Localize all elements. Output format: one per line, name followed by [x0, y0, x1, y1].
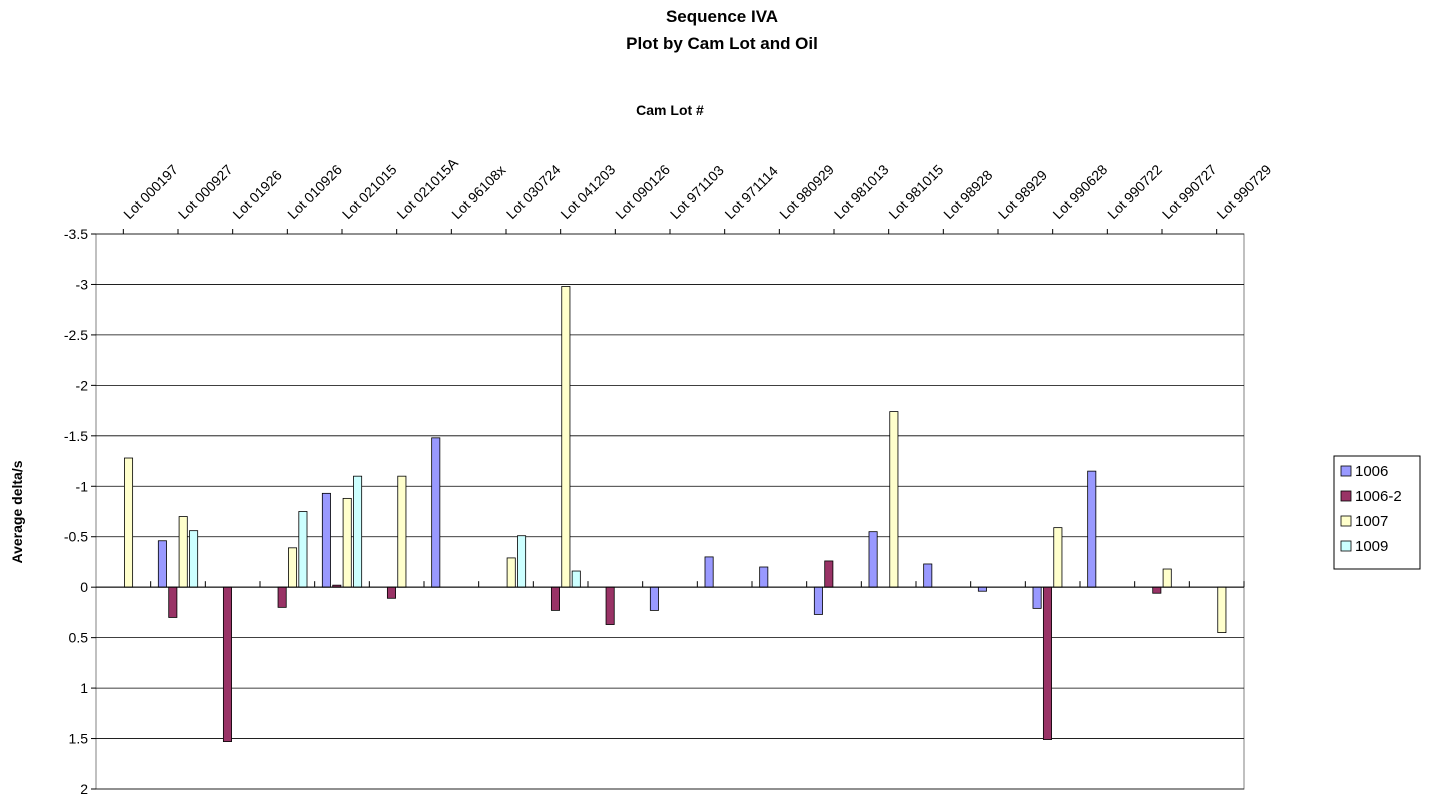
plot-area: [95, 233, 1245, 790]
bar-1009: [189, 530, 199, 588]
legend-swatch: [1340, 515, 1352, 527]
legend-entry: 1009: [1355, 538, 1388, 555]
y-tick-label: 0: [80, 579, 88, 595]
x-category-label: Lot 090126: [612, 161, 673, 222]
bar-1009: [571, 570, 581, 588]
bar-1007: [1162, 568, 1172, 588]
y-tick-label: 0.5: [69, 630, 89, 646]
bar-1007: [506, 557, 516, 588]
bar-1006: [759, 566, 769, 588]
bar-1006-2: [824, 560, 834, 588]
x-category-label: Lot 010926: [284, 161, 345, 222]
bar-1009: [353, 475, 363, 588]
bar-1006: [923, 563, 933, 588]
x-axis-title: Cam Lot #: [636, 102, 704, 118]
bar-1007: [124, 457, 134, 588]
x-category-label: Lot 990628: [1049, 161, 1110, 222]
bar-1006-2: [222, 586, 232, 742]
bar-1006: [977, 586, 987, 592]
x-category-label: Lot 000927: [175, 161, 236, 222]
x-category-label: Lot 971114: [721, 163, 781, 223]
bar-1006-2: [1042, 586, 1052, 740]
bar-1007: [178, 516, 188, 588]
bar-1007: [397, 475, 407, 588]
y-tick-label: -3.5: [64, 226, 88, 242]
bar-1006: [1032, 586, 1042, 609]
legend-entry: 1006-2: [1355, 488, 1402, 505]
bar-1006: [157, 540, 167, 588]
bar-1006-2: [277, 586, 287, 608]
gridlines: [96, 233, 1244, 790]
x-category-label: Lot 980929: [776, 161, 837, 222]
bar-1006: [321, 492, 331, 588]
legend-entry: 1006: [1355, 463, 1388, 480]
bar-1006: [813, 586, 823, 615]
bar-1009: [517, 535, 527, 588]
x-category-label: Lot 990727: [1159, 161, 1220, 222]
y-tick-label: 2: [80, 781, 88, 797]
legend-swatch: [1340, 465, 1352, 477]
x-category-label: Lot 96108x: [448, 162, 508, 222]
bars: [124, 286, 1227, 742]
y-axis-title: Average delta/s: [9, 460, 25, 563]
x-category-label: Lot 98929: [995, 167, 1051, 223]
legend-swatch: [1340, 540, 1352, 552]
bar-1006: [431, 437, 441, 588]
x-category-label: Lot 01926: [229, 167, 285, 223]
bar-1007: [1053, 527, 1063, 588]
bar-1006: [1087, 470, 1097, 588]
y-tick-label: -3: [76, 276, 89, 292]
y-tick-label: -1: [76, 478, 89, 494]
x-category-label: Lot 990722: [1104, 161, 1165, 222]
bar-1007: [1217, 586, 1227, 633]
bar-1006: [704, 556, 714, 588]
bar-1007: [561, 286, 571, 588]
chart-title: Sequence IVA: [666, 7, 778, 26]
x-category-label: Lot 981015: [885, 161, 946, 222]
bar-1007: [342, 497, 352, 588]
y-axis-ticks: -3.5 -3 -2.5 -2 -1.5 -1 -0.5 0 0.5 1 1.5 2: [64, 226, 96, 797]
x-category-label: Lot 98928: [940, 167, 996, 223]
bar-1006-2: [168, 586, 178, 618]
x-category-label: Lot 971103: [667, 162, 727, 222]
y-tick-label: 1: [80, 680, 88, 696]
y-tick-label: 1.5: [69, 731, 89, 747]
legend-entry: 1007: [1355, 513, 1388, 530]
x-category-label: Lot 000197: [120, 161, 181, 222]
bar-1006-2: [605, 586, 615, 625]
bar-1009: [298, 511, 308, 588]
bar-1006: [649, 586, 659, 611]
x-category-label: Lot 981013: [831, 161, 892, 222]
bar-1006: [868, 531, 878, 588]
x-category-label: Lot 030724: [503, 161, 564, 222]
chart-subtitle: Plot by Cam Lot and Oil: [626, 34, 818, 53]
bar-1007: [889, 411, 899, 588]
x-category-label: Lot 990729: [1213, 161, 1274, 222]
bar-1007: [288, 547, 298, 588]
legend: 1006 1006-2 1007 1009: [1333, 455, 1421, 570]
x-category-label: Lot 021015: [339, 161, 400, 222]
bar-1006-2: [1152, 586, 1162, 594]
y-tick-label: -1.5: [64, 428, 88, 444]
legend-swatch: [1340, 490, 1352, 502]
y-tick-label: -0.5: [64, 529, 88, 545]
y-tick-label: -2.5: [64, 327, 88, 343]
bar-1006-2: [386, 586, 396, 599]
x-category-label: Lot 041203: [557, 161, 618, 222]
bar-1006-2: [550, 586, 560, 611]
y-tick-label: -2: [76, 377, 89, 393]
